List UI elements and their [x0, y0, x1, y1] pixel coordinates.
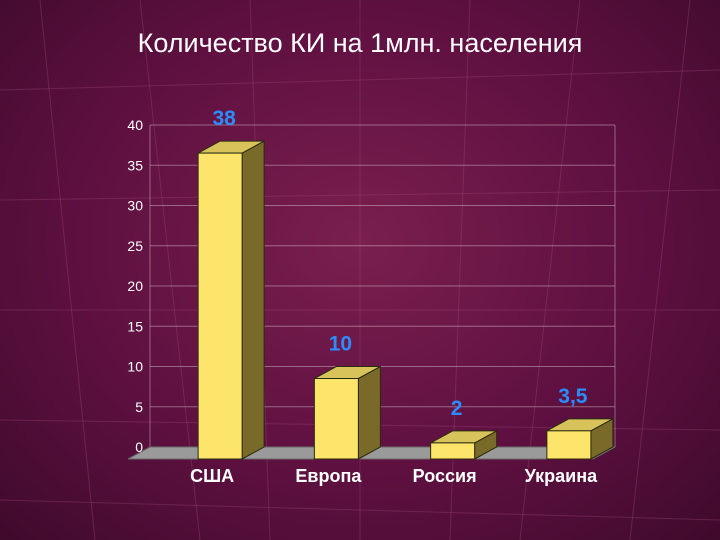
data-labels: 38 10 2 3,5 [212, 107, 587, 420]
y-tick-label-20: 20 [127, 278, 143, 294]
bar-front [430, 442, 476, 460]
bar-side [241, 140, 265, 460]
y-tick-label-0: 0 [135, 439, 143, 455]
category-labels: США Европа Россия Украина [190, 466, 598, 486]
chart-title: Количество КИ на 1млн. населения [137, 28, 583, 58]
bar-front [313, 378, 359, 460]
y-tick-labels: 0 5 10 15 20 25 30 35 40 [127, 117, 143, 455]
category-label-США: США [190, 466, 234, 486]
y-tick-label-15: 15 [127, 318, 143, 334]
bar-front [197, 152, 243, 460]
category-label-Россия: Россия [413, 466, 477, 486]
bar-Россия [430, 430, 498, 460]
bar-США [197, 140, 265, 460]
y-tick-label-35: 35 [127, 157, 143, 173]
bar-side [357, 365, 381, 460]
data-label-Европа: 10 [329, 333, 352, 356]
y-tick-label-5: 5 [135, 399, 143, 415]
bar-Европа [313, 365, 381, 460]
data-label-Украина: 3,5 [558, 385, 588, 408]
bar-Украина [546, 417, 614, 460]
data-label-США: 38 [212, 107, 236, 130]
y-tick-label-40: 40 [127, 117, 143, 133]
y-tick-label-10: 10 [127, 359, 143, 375]
category-label-Европа: Европа [295, 466, 362, 486]
category-label-Украина: Украина [525, 466, 598, 486]
bars [197, 140, 614, 460]
y-tick-label-30: 30 [127, 198, 143, 214]
bar-front [546, 430, 592, 460]
data-label-Россия: 2 [451, 397, 463, 420]
y-tick-label-25: 25 [127, 238, 143, 254]
